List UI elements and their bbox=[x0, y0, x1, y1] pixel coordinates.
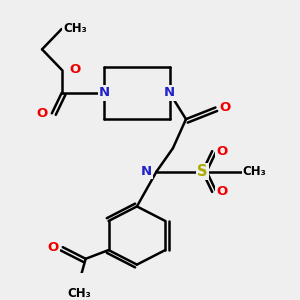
Text: O: O bbox=[220, 101, 231, 114]
Text: O: O bbox=[216, 185, 228, 198]
Text: CH₃: CH₃ bbox=[67, 287, 91, 300]
Text: O: O bbox=[69, 63, 80, 76]
Text: O: O bbox=[216, 145, 228, 158]
Text: CH₃: CH₃ bbox=[63, 22, 87, 35]
Text: N: N bbox=[141, 165, 152, 178]
Text: N: N bbox=[99, 86, 110, 100]
Text: O: O bbox=[36, 107, 48, 120]
Text: CH₃: CH₃ bbox=[243, 165, 267, 178]
Text: S: S bbox=[197, 164, 208, 179]
Text: O: O bbox=[47, 241, 58, 254]
Text: N: N bbox=[164, 86, 175, 100]
